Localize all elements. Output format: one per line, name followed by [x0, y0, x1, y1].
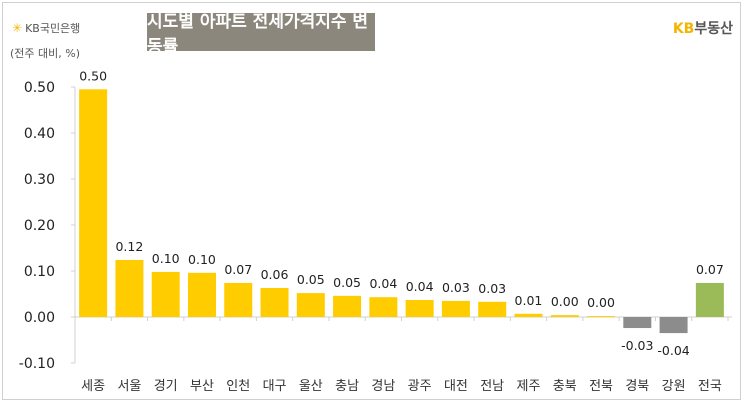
- bar-전국: [695, 282, 724, 317]
- data-label: 0.07: [224, 262, 252, 277]
- x-category-label: 경북: [625, 379, 649, 394]
- data-label: 0.05: [297, 272, 325, 287]
- y-axis-unit: (전주 대비, %): [10, 47, 81, 60]
- x-category-label: 전남: [480, 379, 504, 394]
- data-label: -0.04: [657, 343, 689, 358]
- data-label: 0.04: [369, 276, 397, 291]
- bar-서울: [115, 259, 144, 317]
- data-label: 0.00: [551, 294, 579, 309]
- data-label: 0.00: [587, 295, 615, 310]
- x-category-label: 광주: [408, 379, 432, 394]
- x-category-label: 전북: [589, 379, 613, 394]
- x-category-label: 경남: [371, 379, 395, 394]
- data-label: 0.12: [115, 239, 143, 254]
- brand-name: 부동산: [694, 21, 733, 37]
- y-tick-label: -0.10: [19, 356, 55, 372]
- x-category-label: 울산: [299, 379, 323, 394]
- bar-경북: [623, 317, 652, 329]
- bank-logo-text: KB국민은행: [25, 22, 81, 35]
- data-label: 0.07: [696, 262, 724, 277]
- y-tick-label: 0.10: [24, 264, 55, 280]
- data-label: -0.03: [621, 338, 653, 353]
- data-label: 0.03: [442, 280, 470, 295]
- x-category-label: 세종: [81, 379, 105, 394]
- data-label: 0.10: [152, 251, 180, 266]
- bar-세종: [79, 89, 108, 317]
- kb-real-estate-logo: KB부동산: [673, 18, 733, 38]
- kb-bank-logo: ✳ KB국민은행: [12, 20, 80, 36]
- x-category-label: 강원: [662, 379, 686, 394]
- x-category-label: 부산: [190, 379, 214, 394]
- chart-frame: [2, 2, 741, 400]
- bar-충남: [333, 295, 362, 317]
- x-category-label: 충남: [335, 379, 359, 394]
- y-tick-label: 0.40: [24, 126, 55, 142]
- x-category-label: 서울: [117, 379, 141, 394]
- y-tick-label: 0.20: [24, 218, 55, 234]
- x-category-label: 인천: [226, 379, 250, 394]
- bar-대구: [260, 288, 289, 317]
- x-category-label: 대구: [263, 379, 287, 394]
- data-label: 0.04: [406, 279, 434, 294]
- chart-title: 시도별 아파트 전세가격지수 변동률: [147, 12, 375, 57]
- y-tick-label: 0.50: [24, 80, 55, 96]
- bar-경기: [151, 271, 180, 317]
- bar-충북: [550, 315, 579, 317]
- bar-전남: [478, 301, 507, 317]
- bar-울산: [296, 293, 325, 317]
- kb-star-icon: ✳: [12, 21, 23, 35]
- y-tick-label: 0.00: [24, 310, 55, 326]
- data-label: 0.50: [79, 68, 107, 83]
- data-label: 0.01: [515, 293, 543, 308]
- x-category-label: 제주: [517, 379, 541, 394]
- x-category-label: 전국: [698, 379, 722, 394]
- bar-인천: [224, 282, 253, 317]
- data-label: 0.10: [188, 252, 216, 267]
- bar-강원: [659, 317, 688, 334]
- bar-제주: [514, 313, 543, 317]
- data-label: 0.06: [261, 267, 289, 282]
- x-category-label: 충북: [553, 379, 577, 394]
- data-label: 0.05: [333, 275, 361, 290]
- x-category-label: 대전: [444, 379, 468, 394]
- bar-경남: [369, 297, 398, 317]
- y-tick-label: 0.30: [24, 172, 55, 188]
- bar-전북: [587, 316, 616, 318]
- x-category-label: 경기: [154, 379, 178, 394]
- brand-kb: KB: [672, 21, 695, 37]
- bar-광주: [405, 299, 434, 317]
- data-label: 0.03: [478, 281, 506, 296]
- bar-대전: [441, 300, 470, 317]
- bar-부산: [187, 272, 216, 317]
